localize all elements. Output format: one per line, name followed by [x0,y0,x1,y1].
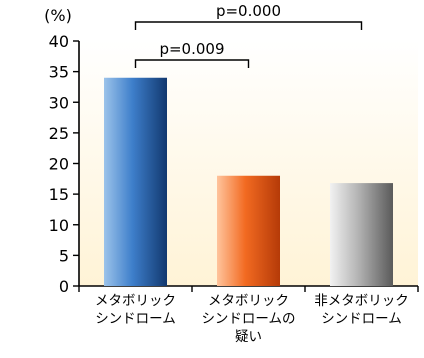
y-tick-label: 35 [49,63,69,82]
y-tick-label: 0 [59,277,69,296]
y-axis: 0 5 10 15 20 25 30 35 40 [49,32,80,296]
x-category-label: 非メタボリックシンドローム [314,293,409,327]
y-tick-label: 5 [59,246,69,265]
y-tick-label: 30 [49,93,69,112]
bars [104,77,393,286]
p-value-label: p=0.009 [159,40,224,58]
bar [217,175,280,286]
bar [104,77,167,286]
x-category-label: メタボリックシンドローム [95,293,176,327]
p-value-label: p=0.000 [216,2,281,20]
significance-bracket [134,21,363,30]
bar [330,183,393,286]
y-unit-label: (%) [44,6,72,25]
significance-bracket [134,59,250,68]
y-tick-label: 10 [49,216,69,235]
significance-annotations: p=0.009 p=0.000 [134,2,363,68]
y-tick-label: 25 [49,124,69,143]
y-tick-label: 40 [49,32,69,51]
x-category-label: メタボリックシンドロームの疑い [201,293,295,345]
y-tick-label: 20 [49,155,69,174]
y-tick-label: 15 [49,185,69,204]
